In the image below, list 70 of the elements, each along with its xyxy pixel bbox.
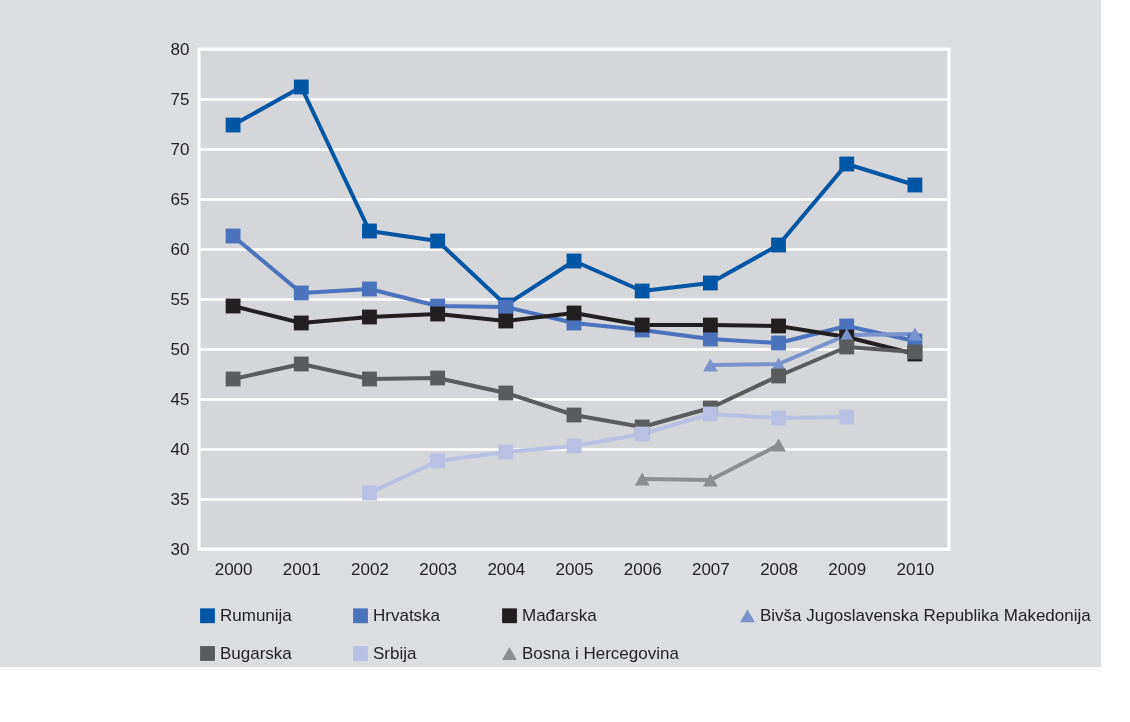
y-tick-label: 60 <box>170 239 190 259</box>
point <box>293 285 309 301</box>
x-tick-label: 2001 <box>282 559 321 579</box>
point <box>225 228 241 244</box>
x-tick-label: 2000 <box>214 559 253 579</box>
y-tick-label: 45 <box>170 389 190 409</box>
point <box>634 472 650 486</box>
point <box>430 306 446 322</box>
point <box>839 339 855 355</box>
point <box>907 327 923 341</box>
legend-label: Bosna i Hercegovina <box>522 643 680 663</box>
point <box>771 335 786 351</box>
y-tick-label: 70 <box>170 139 190 159</box>
point <box>634 317 650 333</box>
point <box>293 356 309 372</box>
point <box>498 444 514 460</box>
legend-label: Bugarska <box>220 643 293 663</box>
legend-label: Bivša Jugoslavenska Republika Makedonija <box>760 605 1092 625</box>
x-tick-label: 2003 <box>419 559 458 579</box>
x-tick-label: 2002 <box>351 559 389 579</box>
point <box>702 331 718 347</box>
y-tick-label: 55 <box>170 289 190 309</box>
x-tick-label: 2005 <box>555 559 594 579</box>
y-tick-label: 35 <box>170 489 190 509</box>
y-tick-label: 30 <box>170 539 190 559</box>
x-tick-label: 2006 <box>623 559 662 579</box>
point <box>362 223 377 239</box>
x-tick-label: 2007 <box>691 559 730 579</box>
point <box>293 315 309 331</box>
x-tick-label: 2004 <box>487 559 526 579</box>
point <box>225 117 241 133</box>
point <box>362 371 377 387</box>
y-tick-label: 50 <box>170 339 190 359</box>
point <box>839 156 855 172</box>
point <box>362 281 377 297</box>
point <box>498 385 514 401</box>
point <box>702 406 718 422</box>
point <box>225 371 241 387</box>
y-tick-label: 40 <box>170 439 190 459</box>
point <box>839 409 855 425</box>
legend-label: Srbija <box>373 643 418 663</box>
point <box>430 370 446 386</box>
point <box>771 237 786 253</box>
point <box>634 426 650 442</box>
point <box>702 275 718 291</box>
point <box>634 283 650 299</box>
point <box>702 358 718 372</box>
point <box>702 473 718 487</box>
x-tick-label: 2009 <box>828 559 867 579</box>
point <box>771 410 786 426</box>
point <box>771 368 786 384</box>
point <box>362 485 377 501</box>
y-tick-label: 80 <box>170 39 190 59</box>
point <box>225 298 241 314</box>
point <box>430 453 446 469</box>
point <box>771 438 786 452</box>
point <box>702 317 718 333</box>
x-tick-label: 2008 <box>760 559 798 579</box>
legend-label: Rumunija <box>220 605 293 625</box>
y-tick-label: 65 <box>170 189 190 209</box>
point <box>293 79 309 95</box>
point <box>907 177 923 193</box>
legend-label: Mađarska <box>522 605 598 625</box>
x-tick-label: 2010 <box>896 559 935 579</box>
point <box>430 233 446 249</box>
point <box>498 313 514 329</box>
legend-label: Hrvatska <box>373 605 441 625</box>
y-tick-label: 75 <box>170 89 190 109</box>
point <box>362 309 377 325</box>
point <box>771 318 786 334</box>
